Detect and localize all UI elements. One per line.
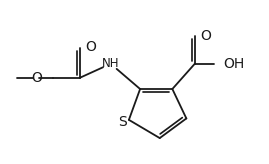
Text: O: O	[200, 29, 211, 43]
Text: O: O	[85, 40, 96, 54]
Text: O: O	[31, 71, 43, 85]
Text: OH: OH	[223, 57, 245, 71]
Text: S: S	[118, 115, 127, 129]
Text: NH: NH	[102, 57, 119, 70]
